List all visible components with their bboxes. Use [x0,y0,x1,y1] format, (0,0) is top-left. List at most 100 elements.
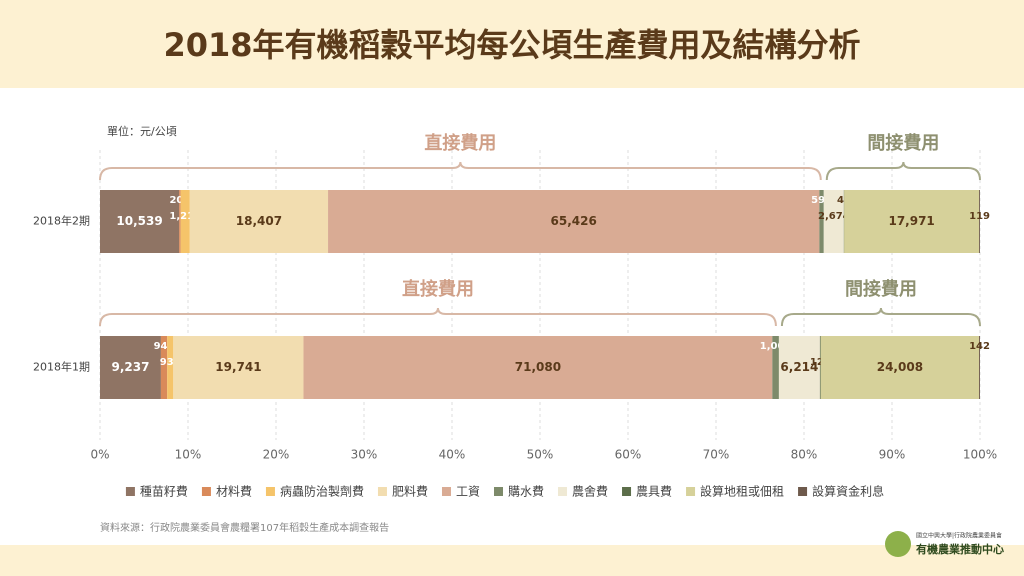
bar-segment [180,190,190,253]
group-label: 間接費用 [867,132,939,154]
value-label: 1,002 [760,341,792,352]
bar-segment [160,336,168,399]
x-tick-label: 20% [263,448,290,462]
logo-top: 國立中興大學|行政院農業委員會 [916,532,1002,540]
value-label: 6,214 [780,360,818,374]
legend-swatch [265,487,275,496]
bar-segment [843,190,845,253]
x-tick-label: 30% [351,448,378,462]
bar-segment [100,190,180,253]
legend-label: 設算資金利息 [812,484,884,499]
legend-swatch [622,487,632,496]
unit-label: 單位：元/公頃 [107,124,177,138]
bar-segment [819,190,824,253]
source-note: 資料來源：行政院農業委員會農糧署107年稻穀生產成本調查報告 [100,521,389,534]
legend-label: 種苗籽費 [140,484,188,499]
x-tick-label: 10% [175,448,202,462]
bar-segment [979,336,980,399]
legend-item: 材料費 [201,484,252,499]
header-band [0,0,1024,88]
value-label: 71,080 [515,360,561,374]
value-label: 946 [154,341,175,352]
bar-segment [100,336,161,399]
value-label: 65,426 [551,214,597,228]
legend-label: 農舍費 [572,484,608,499]
legend-item: 工資 [441,485,480,499]
footer-band [0,545,1024,576]
bar-segment [823,190,844,253]
bar-segment [979,190,980,253]
title: 2018年有機稻穀平均每公頃生產費用及結構分析 [163,26,860,64]
category-label: 2018年1期 [33,360,90,374]
legend-item: 農具費 [622,484,672,499]
legend-item: 肥料費 [377,484,428,499]
legend-label: 病蟲防治製劑費 [280,484,364,499]
legend-label: 工資 [456,485,480,499]
legend-label: 農具費 [636,484,672,499]
bar-segment [173,336,304,399]
value-label: 2,674 [818,211,850,222]
bar-segment [328,190,820,253]
value-label: 19,741 [215,360,261,374]
legend-swatch [558,487,568,496]
logo-name: 有機農業推動中心 [916,542,1004,556]
value-label: 17,971 [888,214,934,228]
group-brace [99,307,777,327]
value-label: 40 [837,195,851,206]
value-label: 124 [810,357,831,368]
x-tick-label: 90% [879,448,906,462]
value-label: 142 [969,341,990,352]
x-tick-label: 40% [439,448,466,462]
group-brace [780,307,981,327]
value-label: 933 [160,357,181,368]
x-tick-label: 70% [703,448,730,462]
legend-label: 購水費 [508,484,544,499]
legend-swatch [494,487,503,496]
value-label: 10,539 [116,214,162,228]
bar-segment [778,336,820,399]
value-label: 9,237 [111,360,149,374]
legend-swatch [686,487,696,496]
legend-swatch [377,487,387,496]
bar-segment [189,190,329,253]
value-label: 202 [169,195,190,206]
bar-segment [844,190,980,253]
x-tick-label: 50% [527,448,554,462]
bar-segment [819,336,821,399]
bar-segment [820,336,980,399]
legend-label: 材料費 [216,484,252,499]
legend-item: 設算資金利息 [798,484,884,499]
x-tick-label: 80% [791,448,818,462]
legend-swatch [201,487,211,496]
legend-swatch [441,487,451,496]
bar-segment [772,336,779,399]
group-brace [99,161,822,181]
value-label: 1,219 [169,211,201,222]
group-label: 直接費用 [424,132,496,154]
legend-item: 設算地租或佃租 [686,484,784,499]
category-label: 2018年2期 [33,214,90,228]
group-label: 直接費用 [402,278,474,300]
legend-swatch [125,487,135,496]
legend-item: 種苗籽費 [125,484,188,499]
value-label: 18,407 [236,214,282,228]
legend-swatch [798,487,808,496]
bar-segment [167,336,174,399]
x-tick-label: 60% [615,448,642,462]
logo-icon [885,531,911,557]
legend-label: 肥料費 [392,484,428,499]
group-brace [825,161,981,181]
bar-segment [303,336,773,399]
group-label: 間接費用 [845,278,917,300]
value-label: 24,008 [877,360,923,374]
x-tick-label: 100% [963,448,997,462]
legend-label: 設算地租或佃租 [700,484,784,499]
x-tick-label: 0% [90,448,109,462]
value-label: 590 [811,195,832,206]
value-label: 119 [969,211,990,222]
bar-segment [179,190,181,253]
legend-item: 購水費 [494,484,544,499]
legend-item: 農舍費 [558,484,608,499]
legend-item: 病蟲防治製劑費 [265,484,364,499]
